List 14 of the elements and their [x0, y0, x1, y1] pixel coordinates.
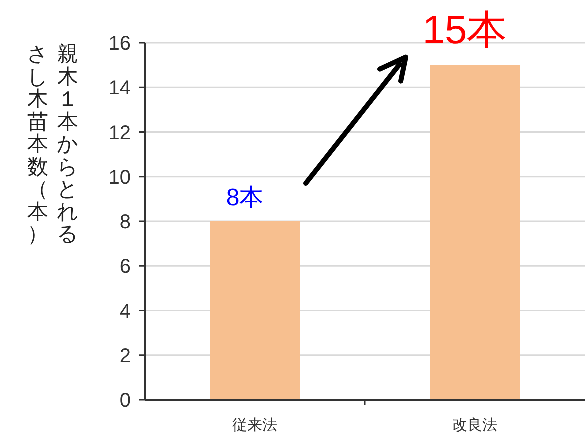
y-tick-label: 12 — [108, 122, 131, 144]
y-tick-label: 8 — [120, 212, 131, 234]
y-tick-label: 16 — [108, 33, 131, 55]
y-tick-label: 2 — [120, 345, 131, 368]
data-label: 8本 — [226, 184, 264, 212]
y-tick-label: 6 — [120, 256, 131, 278]
y-tick-label: 4 — [120, 300, 131, 323]
x-tick-label: 従来法 — [232, 417, 278, 434]
text: 親木１本からとれるさし木苗本数（本） — [27, 43, 79, 246]
x-tick-label: 改良法 — [452, 417, 498, 434]
data-label: 15本 — [422, 8, 508, 52]
y-tick-label: 10 — [108, 166, 131, 189]
y-tick-label: 0 — [120, 390, 131, 412]
y-tick-label: 14 — [108, 78, 131, 100]
